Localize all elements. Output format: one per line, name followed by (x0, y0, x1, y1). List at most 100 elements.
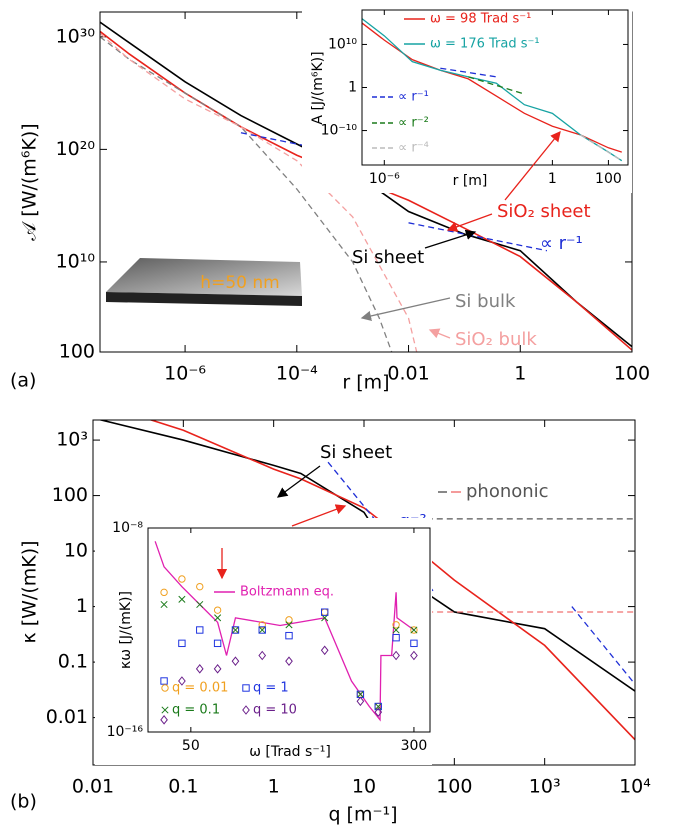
x-axis-label: r [m] (453, 173, 488, 189)
series-label: q = 1 (253, 681, 289, 696)
data-point (392, 633, 400, 642)
x-axis-label: q [m⁻¹] (328, 804, 397, 826)
series-label: ∝ r⁻¹ (398, 90, 429, 105)
x-tick-label: 10⁴ (619, 776, 651, 798)
data-point (285, 656, 293, 666)
x-tick-label: 0.01 (72, 776, 114, 798)
data-point (356, 696, 365, 707)
y-axis-label: A [J/(m⁶K)] (310, 51, 326, 124)
y-tick-label: 100 (52, 484, 88, 506)
x-tick-label: 10³ (529, 776, 561, 798)
x-tick-label: 10⁻⁶ (164, 363, 206, 385)
y-tick-label: 10³⁰ (56, 25, 95, 47)
data-point (231, 656, 240, 666)
x-axis-label: ω [Trad s⁻¹] (249, 744, 331, 760)
data-point (178, 639, 186, 648)
x-tick-label: 100 (436, 776, 472, 798)
series-label: q = 0.1 (172, 703, 220, 718)
data-point (392, 650, 400, 661)
data-point (178, 676, 186, 686)
data-point (285, 621, 293, 629)
annotation: h=50 nm (200, 273, 279, 293)
series-label: Si bulk (455, 291, 516, 312)
data-point (214, 614, 222, 622)
data-line (148, 420, 635, 741)
y-axis-label: κ [W/(mK)] (19, 540, 41, 643)
data-point (410, 626, 418, 634)
annotation: (b) (10, 791, 37, 813)
series-label: ∝ r⁻² (398, 116, 429, 131)
data-point (320, 645, 329, 656)
arrow (424, 229, 477, 249)
x-tick-label: 300 (401, 738, 428, 754)
data-line (580, 134, 623, 162)
inset-background (95, 518, 432, 765)
legend-marker (161, 706, 169, 714)
data-point (374, 702, 382, 711)
annotation: (a) (10, 370, 36, 392)
data-point (356, 690, 364, 698)
y-tick-label: 100 (59, 341, 95, 363)
series-label: phononic (466, 481, 549, 502)
y-tick-label: 1 (348, 80, 357, 96)
plot-area (362, 17, 623, 162)
y-axis-label: 𝒜 [W/(m⁶K)] (19, 123, 41, 240)
series-label: q = 0.01 (172, 681, 228, 696)
data-point (213, 639, 222, 648)
y-tick-label: 10²⁰ (56, 138, 95, 160)
x-tick-label: 10⁻⁴ (276, 363, 318, 385)
data-point (195, 664, 204, 674)
legend-marker (242, 705, 250, 715)
y-tick-label: 10⁻⁸ (112, 520, 143, 536)
plot-frame (361, 9, 629, 166)
data-point (392, 621, 400, 629)
data-point (213, 606, 222, 614)
y-tick-label: 10 (64, 540, 88, 562)
series-label: ω = 176 Trad s⁻¹ (430, 37, 540, 52)
arrow (291, 504, 347, 527)
plot-frame (147, 527, 431, 733)
data-point (258, 650, 267, 661)
plot-area (154, 541, 418, 725)
legend-marker (242, 684, 250, 692)
x-tick-label: 100 (614, 363, 650, 385)
data-point (258, 626, 266, 634)
data-point (410, 626, 418, 634)
sheet-edge (106, 292, 302, 306)
arrow (360, 297, 451, 322)
x-axis-label: r [m] (342, 372, 389, 394)
x-tick-label: 0.1 (168, 776, 198, 798)
data-point (374, 707, 383, 717)
series-label: Boltzmann eq. (240, 585, 334, 600)
x-tick-label: 100 (595, 171, 622, 187)
data-point (392, 626, 400, 634)
y-tick-label: 10¹⁰ (328, 36, 357, 52)
y-tick-label: 1 (76, 595, 88, 617)
data-point (213, 664, 222, 674)
x-tick-label: 10⁻⁶ (369, 171, 400, 187)
arrow (504, 130, 561, 201)
data-point (410, 639, 418, 648)
series-label: Si sheet (352, 247, 424, 268)
data-point (196, 600, 204, 609)
series-label: q = 10 (253, 703, 297, 718)
y-tick-label: 10⁻¹⁶ (107, 724, 144, 740)
data-point (196, 582, 204, 591)
series-label: Si sheet (320, 442, 392, 463)
data-point (258, 621, 266, 629)
y-tick-label: 0.01 (46, 706, 88, 728)
data-point (160, 588, 168, 597)
y-tick-label: 10⁻¹⁰ (321, 123, 358, 139)
series-label: ∝ r⁻¹ (540, 233, 583, 254)
data-line (100, 32, 418, 352)
legend-marker (161, 684, 169, 692)
series-label: SiO₂ sheet (497, 201, 591, 222)
data-point (231, 626, 240, 634)
sheet-illustration (106, 258, 302, 296)
x-tick-label: 1 (514, 363, 526, 385)
data-line (100, 36, 393, 352)
data-point (285, 631, 293, 640)
data-point (231, 626, 240, 634)
series-label: ∝ r⁻⁴ (398, 141, 429, 156)
